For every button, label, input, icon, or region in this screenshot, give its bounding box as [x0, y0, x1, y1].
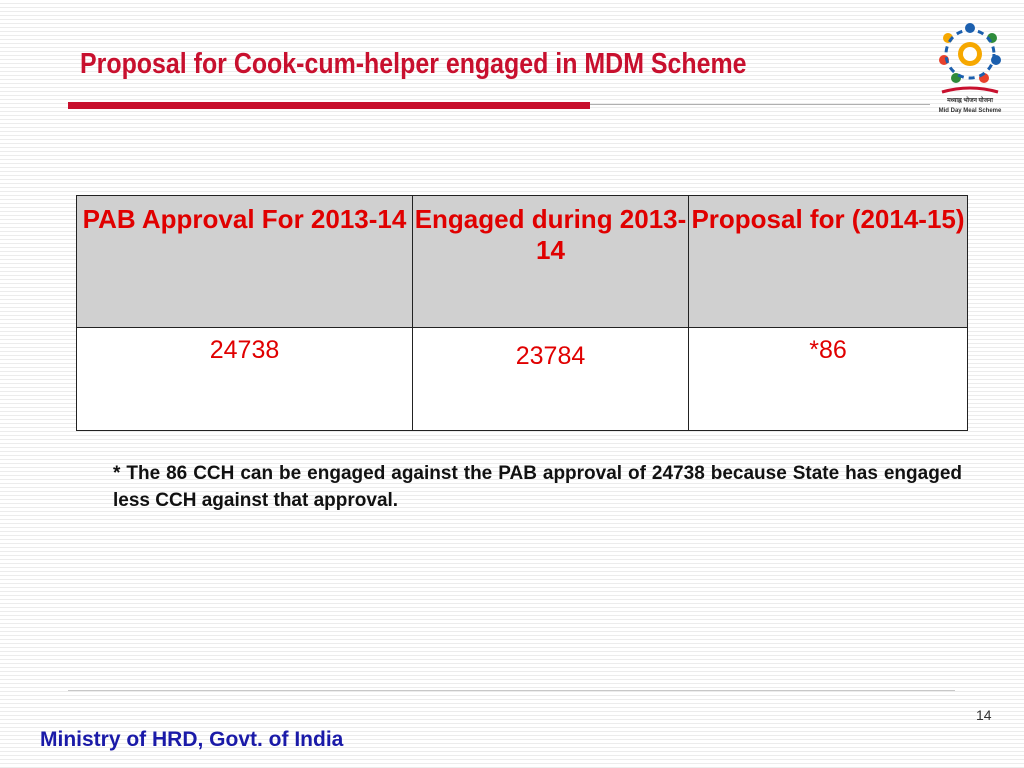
- title-bar: [68, 102, 590, 109]
- column-header: PAB Approval For 2013-14: [76, 195, 413, 328]
- column-header: Proposal for (2014-15): [688, 195, 968, 328]
- data-row: 24738 23784 *86: [76, 327, 968, 431]
- logo-caption: Mid Day Meal Scheme: [939, 108, 1002, 114]
- table-cell: 24738: [76, 327, 413, 431]
- data-table: PAB Approval For 2013-14 Engaged during …: [76, 195, 968, 431]
- column-header: Engaged during 2013-14: [412, 195, 689, 328]
- logo-hindi: मध्याह्न भोजन योजना: [946, 96, 993, 104]
- header-row: PAB Approval For 2013-14 Engaged during …: [76, 195, 968, 328]
- page-number: 14: [976, 707, 992, 723]
- footnote: * The 86 CCH can be engaged against the …: [113, 463, 962, 511]
- table-cell: 23784: [412, 327, 689, 431]
- slide-title: Proposal for Cook-cum-helper engaged in …: [80, 48, 747, 80]
- logo-figures: [939, 23, 1001, 94]
- footer-rule: [68, 690, 955, 691]
- footer-text: Ministry of HRD, Govt. of India: [40, 728, 344, 751]
- title-rule: [590, 104, 930, 105]
- logo: मध्याह्न भोजन योजना Mid Day Meal Scheme: [939, 23, 1002, 114]
- table-cell: *86: [688, 327, 968, 431]
